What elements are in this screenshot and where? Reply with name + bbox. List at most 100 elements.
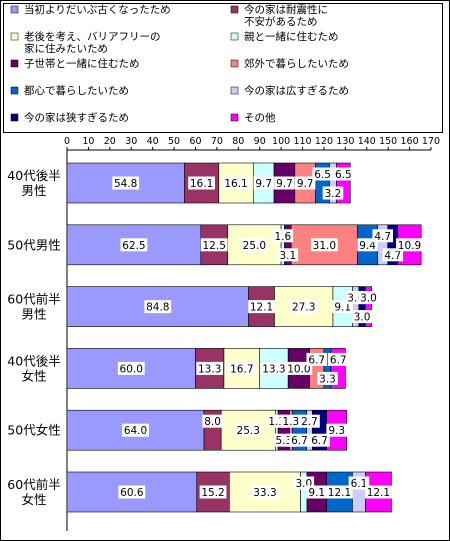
data-label: 5.3 bbox=[275, 435, 292, 447]
x-tick-label: 60 bbox=[189, 136, 201, 147]
data-label: 62.5 bbox=[122, 240, 145, 252]
data-label-bg bbox=[144, 300, 172, 314]
legend-label: 家に住みたいため bbox=[24, 42, 108, 55]
data-label-bg bbox=[382, 248, 404, 262]
category-label: 50代女性 bbox=[7, 423, 60, 438]
x-tick-label: 20 bbox=[104, 136, 116, 147]
data-label-bg bbox=[317, 371, 338, 385]
data-label: 6.7 bbox=[291, 435, 308, 447]
data-label: 10.9 bbox=[398, 240, 421, 252]
data-label-bg bbox=[309, 433, 330, 447]
x-tick-label: 80 bbox=[232, 136, 244, 147]
data-label-bg bbox=[322, 186, 344, 200]
data-label-bg bbox=[299, 414, 320, 428]
data-label: 2.7 bbox=[301, 416, 318, 428]
data-label: 6.7 bbox=[311, 435, 328, 447]
legend-label: 郊外で暮らしたいため bbox=[244, 57, 349, 70]
data-label-bg bbox=[199, 485, 227, 499]
data-label-bg bbox=[327, 352, 349, 366]
x-tick-label: 40 bbox=[147, 136, 159, 147]
data-labels: 54.8 16.1 16.1 9.7 9.7 9.76.53.26.562.5 12.5 25… bbox=[112, 167, 423, 499]
data-label-bg bbox=[222, 176, 250, 190]
data-label-bg bbox=[248, 300, 275, 314]
legend-swatch bbox=[10, 32, 19, 41]
data-label: 1.6 bbox=[274, 231, 291, 243]
category-label: 女性 bbox=[21, 492, 46, 507]
data-label: 15.2 bbox=[201, 487, 224, 499]
category-label: 男性 bbox=[21, 307, 46, 322]
x-tick-label: 30 bbox=[125, 136, 137, 147]
data-label-bg bbox=[253, 176, 274, 190]
category-label: 女性 bbox=[21, 368, 46, 383]
legend-swatch bbox=[230, 86, 239, 95]
legend-label: 今の家は耐震性に bbox=[244, 3, 328, 16]
data-label: 6.5 bbox=[335, 169, 352, 181]
data-label: 16.7 bbox=[230, 363, 253, 375]
data-label: 9.1 bbox=[308, 487, 325, 499]
data-label: 9.3 bbox=[328, 425, 345, 437]
x-tick-label: 0 bbox=[64, 136, 70, 147]
data-label-bg bbox=[310, 238, 338, 252]
bar-segment bbox=[364, 286, 372, 327]
data-label: 64.0 bbox=[124, 425, 147, 437]
data-label: 9.7 bbox=[276, 178, 293, 190]
x-axis: 0 10 20 30 40 50 60 70 80 90 100 110 120 130 140 150 160… bbox=[64, 136, 440, 531]
data-label-bg bbox=[290, 300, 318, 314]
data-label: 6.5 bbox=[314, 169, 331, 181]
data-label-bg bbox=[234, 423, 262, 437]
x-tick-label: 100 bbox=[272, 136, 290, 147]
legend-label: 当初よりだいぶ古くなったため bbox=[24, 3, 171, 16]
legend-label: 今の家は広すぎるため bbox=[244, 84, 349, 97]
data-label: 9.7 bbox=[297, 178, 314, 190]
data-label: 27.3 bbox=[292, 302, 315, 314]
data-label: 3.0 bbox=[354, 312, 371, 324]
data-label-bg bbox=[228, 361, 256, 375]
data-label: 60.6 bbox=[120, 487, 144, 499]
data-label-bg bbox=[188, 176, 215, 190]
category-label: 60代前半 bbox=[7, 477, 60, 492]
data-label: 25.3 bbox=[237, 425, 260, 437]
x-tick-label: 110 bbox=[293, 136, 311, 147]
category-label: 40代後半 bbox=[7, 353, 60, 368]
data-label-bg bbox=[240, 238, 268, 252]
data-label: 16.1 bbox=[190, 178, 213, 190]
data-label-bg bbox=[196, 361, 224, 375]
bars bbox=[66, 162, 422, 513]
category-label: 男性 bbox=[21, 183, 46, 198]
data-label-bg bbox=[273, 433, 295, 447]
data-label-bg bbox=[294, 176, 316, 190]
data-label: 9.1 bbox=[334, 302, 351, 314]
data-label: 9.7 bbox=[255, 178, 272, 190]
legend-swatch bbox=[230, 59, 239, 68]
data-label-bg bbox=[348, 476, 370, 490]
data-label: 12.1 bbox=[328, 487, 351, 499]
legend-label: 都心で暮らしたいため bbox=[24, 84, 129, 97]
data-label: 16.1 bbox=[224, 178, 247, 190]
data-label-bg bbox=[251, 485, 279, 499]
data-label-bg bbox=[289, 433, 310, 447]
legend-label: 今の家は狭すぎるため bbox=[24, 111, 129, 124]
legend-label: 親と一緒に住むため bbox=[244, 30, 339, 43]
category-label: 40代後半 bbox=[7, 168, 60, 183]
data-label-bg bbox=[117, 361, 145, 375]
data-label: 4.7 bbox=[374, 231, 391, 243]
data-label-bg bbox=[200, 238, 228, 252]
data-label: 9.4 bbox=[359, 240, 376, 252]
data-label-bg bbox=[274, 176, 295, 190]
data-label-bg bbox=[306, 352, 328, 366]
x-tick-label: 160 bbox=[401, 136, 419, 147]
data-label-bg bbox=[333, 167, 354, 181]
data-label: 1.3 bbox=[283, 416, 300, 428]
category-label: 50代男性 bbox=[7, 237, 60, 252]
data-label-bg bbox=[372, 229, 394, 243]
data-label: 6.1 bbox=[351, 478, 368, 490]
data-label: 13.3 bbox=[262, 363, 285, 375]
data-label-bg bbox=[365, 485, 392, 499]
data-label: 54.8 bbox=[114, 178, 137, 190]
data-label: 12.1 bbox=[367, 487, 390, 499]
data-label: 3.2 bbox=[325, 188, 342, 200]
data-label-bg bbox=[202, 414, 223, 428]
legend-swatch bbox=[230, 113, 239, 122]
data-label: 84.8 bbox=[146, 302, 169, 314]
